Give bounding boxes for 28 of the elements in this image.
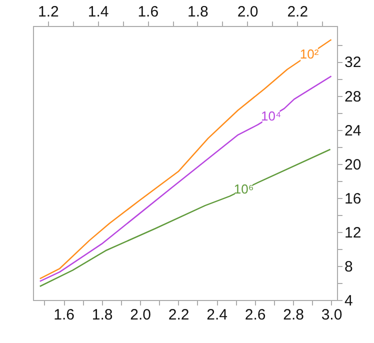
x-tick-label: 2.0 [130,306,151,324]
line-series [39,76,332,282]
y-tick-label: 28 [344,88,362,106]
x2-tick-label: 1.2 [38,4,59,20]
y-tick-label: 16 [344,190,362,208]
x-tick-label: 3.0 [321,306,342,324]
y-tick-label: 8 [344,258,353,276]
x-tick-label: 2.2 [168,306,190,324]
series-label: 10⁴ [261,108,282,124]
x2-tick-label: 2.0 [237,4,258,20]
line-series [39,148,331,288]
x-tick-label: 2.4 [206,306,228,324]
y-tick-label: 20 [344,156,362,174]
series-label: 10² [300,46,320,62]
line-series [39,38,332,280]
x-tick-label: 2.6 [244,306,266,324]
y-tick-label: 4 [344,292,353,310]
x2-tick-label: 1.6 [138,4,159,20]
x-tick-label: 2.8 [283,306,304,324]
y-tick-label: 24 [344,122,362,140]
y-tick-label: 32 [344,54,362,72]
x-tick-label: 1.6 [54,306,75,324]
y-tick-label: 12 [344,224,362,242]
x2-tick-label: 1.4 [88,4,109,20]
x-tick-label: 1.8 [92,306,113,324]
x2-tick-label: 1.8 [188,4,208,20]
series-label: 10⁶ [234,181,254,196]
x2-tick-label: 2.2 [287,4,308,20]
